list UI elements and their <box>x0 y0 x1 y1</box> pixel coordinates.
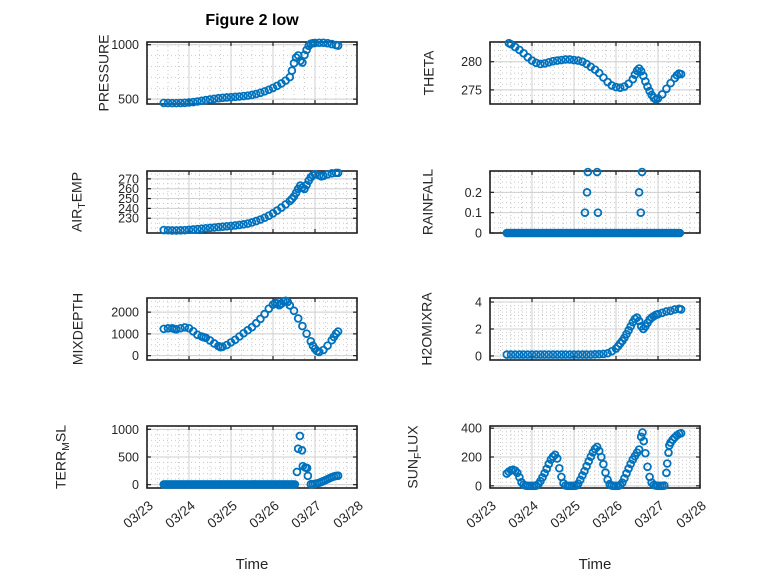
series-pressure <box>159 38 343 108</box>
ytick-label: 500 <box>118 93 139 107</box>
ytick-label: 1000 <box>111 38 139 52</box>
ytick-label: 240 <box>118 202 139 216</box>
ytick-label: 0.1 <box>465 206 482 220</box>
series-sun-flux <box>502 428 686 491</box>
xlabel-time-right: Time <box>578 556 612 573</box>
ytick-label: 1000 <box>111 423 139 437</box>
ytick-label: 250 <box>118 192 139 206</box>
subplot-pressure: 500 1000 <box>111 38 358 108</box>
ytick-label: 200 <box>461 451 482 465</box>
series-h2omixra <box>502 304 686 359</box>
subplot-theta: 275 280 <box>461 38 701 105</box>
figure-title: Figure 2 low <box>205 12 299 29</box>
ytick-label: 0 <box>475 227 482 241</box>
series-terr-msl <box>159 431 343 489</box>
ytick-label: 280 <box>461 55 482 69</box>
ytick-label: 0.2 <box>465 186 482 200</box>
series-air-temp <box>159 168 343 235</box>
xtick-label: 03/27 <box>631 498 667 531</box>
subplot-terr-msl: 0 500 1000 03/23 03/24 03/25 03/26 03/27 03/28 <box>111 423 366 531</box>
xtick-label: 03/23 <box>463 498 499 531</box>
ytick-label: 2 <box>475 323 482 337</box>
ytick-label: 270 <box>118 172 139 186</box>
ytick-label: 0 <box>475 479 482 493</box>
ytick-label: 500 <box>118 451 139 465</box>
xtick-label: 03/25 <box>204 498 240 531</box>
xtick-label: 03/27 <box>288 498 324 531</box>
ytick-label: 0 <box>132 478 139 492</box>
xtick-label: 03/24 <box>162 498 198 532</box>
ytick-label: 1000 <box>111 327 139 341</box>
xtick-label: 03/25 <box>547 498 583 531</box>
ytick-label: 4 <box>475 296 482 310</box>
ytick-label: 260 <box>118 182 139 196</box>
ytick-label: 2000 <box>111 306 139 320</box>
series-mixdepth <box>159 296 343 357</box>
ytick-label: 0 <box>132 349 139 363</box>
ytick-label: 400 <box>461 422 482 436</box>
xtick-label: 03/23 <box>120 498 156 531</box>
xtick-label: 03/28 <box>330 498 366 531</box>
subplot-mixdepth: 0 1000 2000 <box>111 296 358 363</box>
ytick-label: 230 <box>118 212 139 226</box>
ytick-label: 275 <box>461 83 482 97</box>
xtick-label: 03/26 <box>246 498 282 531</box>
xtick-label: 03/26 <box>589 498 625 531</box>
series-rainfall <box>502 167 685 238</box>
series-theta <box>504 38 686 104</box>
subplot-sun-flux: 0 200 400 03/23 03/24 03/25 03/26 03/27 03/28 <box>461 422 709 531</box>
xtick-label: 03/28 <box>673 498 709 531</box>
xtick-label: 03/24 <box>505 498 541 532</box>
ytick-label: 0 <box>475 349 482 363</box>
xlabel-time-left: Time <box>235 556 269 573</box>
subplot-h2omixra: 0 2 4 <box>475 296 701 363</box>
subplot-rainfall: 0 0.1 0.2 <box>465 167 701 241</box>
